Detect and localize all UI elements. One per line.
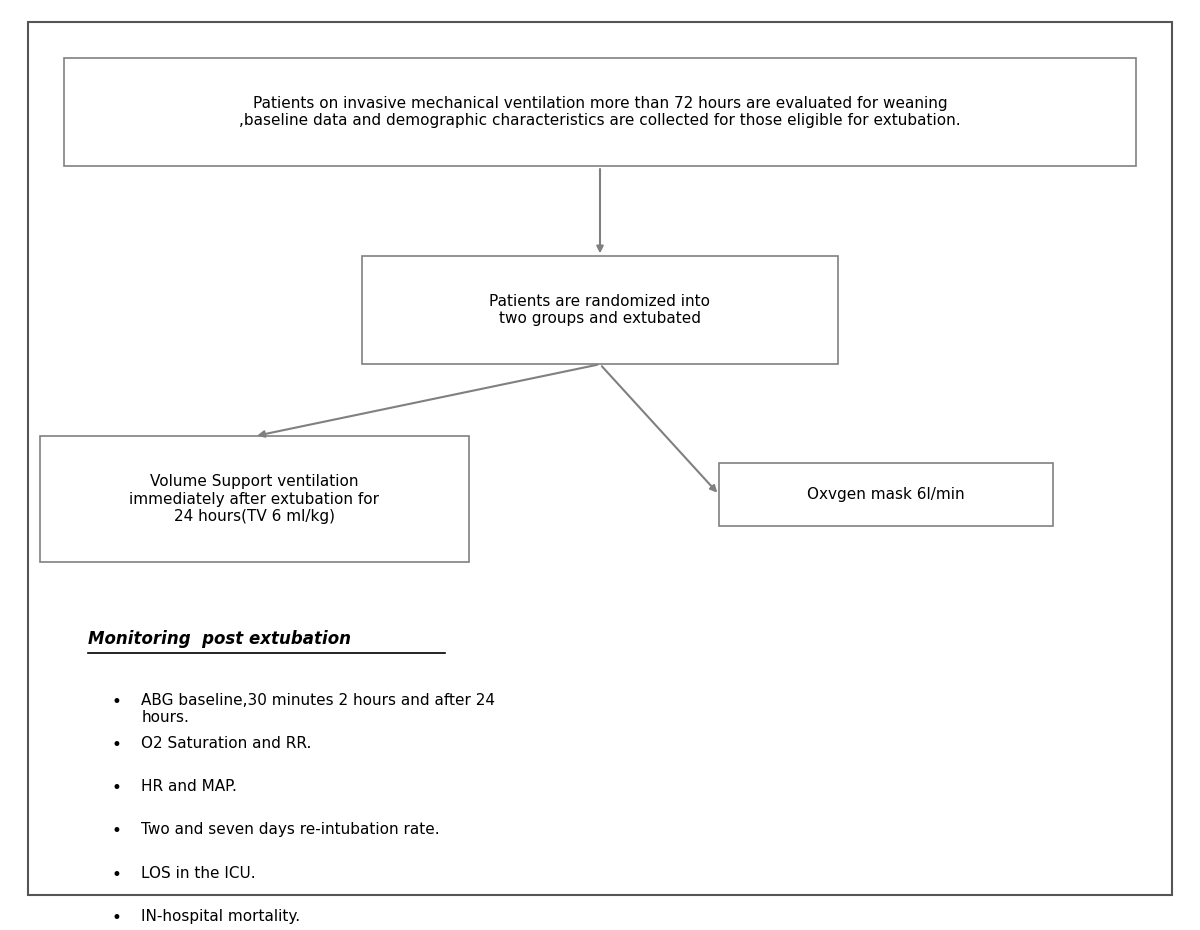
FancyBboxPatch shape [40,436,469,563]
Text: ABG baseline,30 minutes 2 hours and after 24
hours.: ABG baseline,30 minutes 2 hours and afte… [142,693,496,725]
Text: •: • [112,822,121,841]
Text: •: • [112,736,121,754]
Text: LOS in the ICU.: LOS in the ICU. [142,866,256,881]
Text: Oxvgen mask 6l/min: Oxvgen mask 6l/min [808,487,965,502]
Text: Patients are randomized into
two groups and extubated: Patients are randomized into two groups … [490,294,710,326]
FancyBboxPatch shape [719,463,1052,526]
Text: Volume Support ventilation
immediately after extubation for
24 hours(TV 6 ml/kg): Volume Support ventilation immediately a… [130,474,379,525]
Text: Two and seven days re-intubation rate.: Two and seven days re-intubation rate. [142,822,440,837]
Text: Monitoring  post extubation: Monitoring post extubation [88,630,350,647]
Text: O2 Saturation and RR.: O2 Saturation and RR. [142,736,312,751]
Text: Patients on invasive mechanical ventilation more than 72 hours are evaluated for: Patients on invasive mechanical ventilat… [239,96,961,128]
Text: HR and MAP.: HR and MAP. [142,779,238,794]
FancyBboxPatch shape [28,22,1172,896]
Text: •: • [112,909,121,927]
Text: IN-hospital mortality.: IN-hospital mortality. [142,909,300,923]
Text: •: • [112,779,121,797]
Text: •: • [112,693,121,711]
FancyBboxPatch shape [64,59,1136,166]
Text: •: • [112,866,121,884]
FancyBboxPatch shape [361,256,839,365]
